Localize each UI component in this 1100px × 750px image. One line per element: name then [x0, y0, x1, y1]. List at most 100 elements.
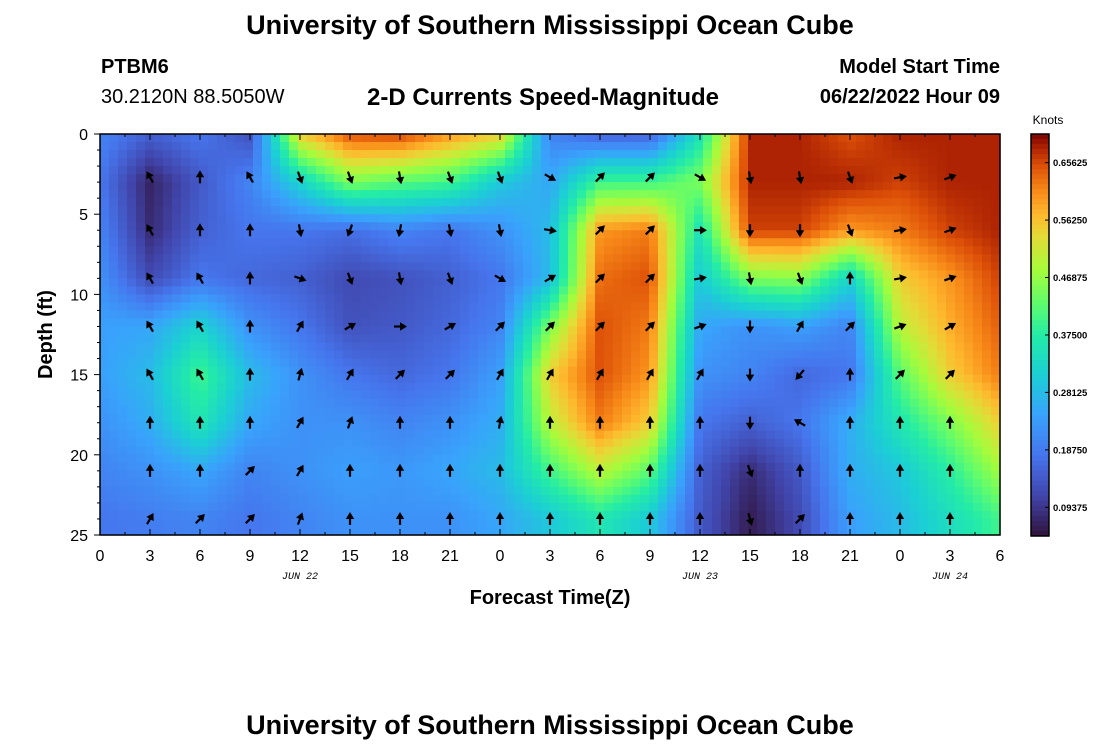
heatmap-cell [154, 246, 164, 255]
heatmap-cell [343, 150, 353, 159]
heatmap-cell [685, 198, 695, 207]
heatmap-cell [910, 518, 920, 528]
heatmap-cell [550, 486, 560, 496]
heatmap-cell [181, 326, 191, 336]
heatmap-cell [838, 422, 848, 432]
heatmap-cell [928, 142, 938, 151]
heatmap-cell [973, 382, 983, 392]
heatmap-cell [289, 142, 299, 151]
heatmap-cell [667, 446, 677, 456]
heatmap-cell [685, 318, 695, 328]
heatmap-cell [406, 446, 416, 456]
heatmap-cell [865, 310, 875, 320]
heatmap-cell [388, 470, 398, 480]
heatmap-cell [631, 254, 641, 263]
heatmap-cell [892, 214, 902, 223]
heatmap-cell [307, 206, 317, 215]
heatmap-cell [280, 334, 290, 344]
heatmap-cell [181, 470, 191, 480]
heatmap-cell [352, 398, 362, 408]
heatmap-cell [568, 358, 578, 368]
heatmap-cell [433, 326, 443, 336]
heatmap-cell [505, 414, 515, 424]
heatmap-cell [424, 382, 434, 392]
heatmap-cell [136, 334, 146, 344]
heatmap-cell [910, 502, 920, 512]
heatmap-cell [298, 326, 308, 336]
heatmap-cell [586, 462, 596, 472]
heatmap-cell [685, 486, 695, 496]
heatmap-cell [730, 278, 740, 287]
heatmap-cell [820, 398, 830, 408]
heatmap-cell [352, 406, 362, 416]
heatmap-cell [694, 350, 704, 360]
heatmap-cell [820, 254, 830, 263]
heatmap-cell [748, 326, 758, 336]
heatmap-cell [820, 246, 830, 255]
heatmap-cell [478, 286, 488, 295]
heatmap-cell [883, 334, 893, 344]
heatmap-cell [730, 446, 740, 456]
heatmap-cell [721, 478, 731, 488]
heatmap-cell [397, 230, 407, 239]
heatmap-cell [145, 486, 155, 496]
heatmap-cell [991, 366, 1001, 376]
heatmap-cell [685, 342, 695, 352]
heatmap-cell [343, 342, 353, 352]
heatmap-cell [928, 390, 938, 400]
heatmap-cell [235, 246, 245, 255]
heatmap-cell [199, 182, 209, 191]
heatmap-cell [514, 438, 524, 448]
heatmap-cell [586, 470, 596, 480]
heatmap-cell [937, 454, 947, 464]
heatmap-cell [712, 254, 722, 263]
heatmap-cell [577, 318, 587, 328]
heatmap-cell [856, 294, 866, 304]
heatmap-cell [883, 486, 893, 496]
heatmap-cell [190, 326, 200, 336]
heatmap-cell [658, 446, 668, 456]
heatmap-cell [316, 190, 326, 199]
heatmap-cell [865, 222, 875, 231]
heatmap-cell [577, 238, 587, 247]
heatmap-cell [118, 150, 128, 159]
heatmap-cell [649, 350, 659, 360]
heatmap-cell [874, 414, 884, 424]
heatmap-cell [874, 430, 884, 440]
heatmap-cell [865, 342, 875, 352]
heatmap-cell [271, 390, 281, 400]
heatmap-cell [559, 526, 569, 536]
heatmap-cell [442, 230, 452, 239]
heatmap-cell [190, 366, 200, 376]
heatmap-cell [208, 262, 218, 271]
heatmap-cell [982, 246, 992, 255]
heatmap-cell [298, 470, 308, 480]
heatmap-cell [109, 318, 119, 328]
heatmap-cell [298, 198, 308, 207]
heatmap-cell [190, 414, 200, 424]
heatmap-cell [424, 150, 434, 159]
heatmap-cell [694, 158, 704, 167]
heatmap-cell [766, 270, 776, 279]
heatmap-cell [280, 446, 290, 456]
heatmap-cell [415, 246, 425, 255]
heatmap-cell [370, 454, 380, 464]
heatmap-cell [739, 214, 749, 223]
heatmap-cell [901, 134, 911, 143]
heatmap-cell [397, 318, 407, 328]
heatmap-cell [766, 198, 776, 207]
heatmap-cell [181, 310, 191, 320]
heatmap-cell [874, 174, 884, 183]
heatmap-cell [613, 198, 623, 207]
heatmap-cell [271, 326, 281, 336]
heatmap-cell [127, 366, 137, 376]
heatmap-cell [325, 398, 335, 408]
heatmap-cell [442, 238, 452, 247]
heatmap-cell [460, 238, 470, 247]
heatmap-cell [433, 366, 443, 376]
heatmap-cell [685, 174, 695, 183]
heatmap-cell [487, 334, 497, 344]
heatmap-cell [973, 190, 983, 199]
heatmap-cell [586, 502, 596, 512]
heatmap-cell [172, 214, 182, 223]
